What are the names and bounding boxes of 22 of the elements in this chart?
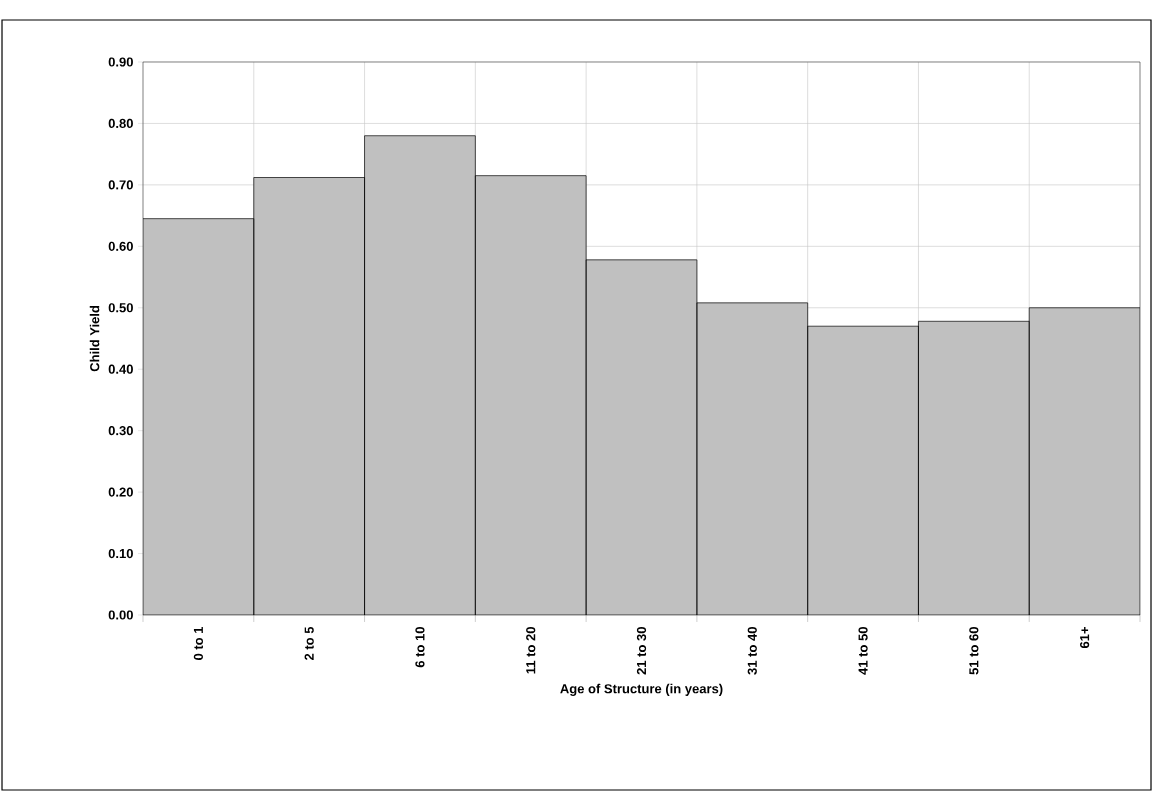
x-tick-label: 0 to 1 — [193, 626, 203, 660]
x-tick-label: 6 to 10 — [415, 627, 425, 668]
y-tick-label: 0.80 — [108, 118, 133, 129]
y-tick-label: 0.20 — [108, 487, 133, 497]
y-tick-label: 0.00 — [108, 610, 133, 620]
y-tick-label: 0.60 — [108, 241, 133, 251]
y-tick-label: 0.90 — [108, 57, 133, 67]
x-axis-title: Age of Structure (in years) — [560, 683, 723, 696]
x-tick-label: 21 to 30 — [636, 627, 647, 675]
x-tick-label: 41 to 50 — [858, 627, 868, 675]
y-axis-title: Child Yield — [89, 305, 100, 372]
x-tick-label: 61+ — [1080, 627, 1090, 649]
y-tick-label: 0.40 — [108, 364, 133, 374]
y-tick-label: 0.30 — [108, 426, 133, 436]
y-tick-label: 0.70 — [108, 180, 133, 190]
y-tick-label: 0.10 — [108, 548, 133, 559]
bar — [586, 259, 697, 615]
x-tick-label: 2 to 5 — [304, 626, 314, 661]
x-tick-label: 31 to 40 — [747, 627, 757, 675]
x-tick-label: 51 to 60 — [969, 627, 979, 675]
x-tick-label: 11 to 20 — [526, 627, 536, 674]
y-tick-label: 0.50 — [108, 303, 133, 313]
